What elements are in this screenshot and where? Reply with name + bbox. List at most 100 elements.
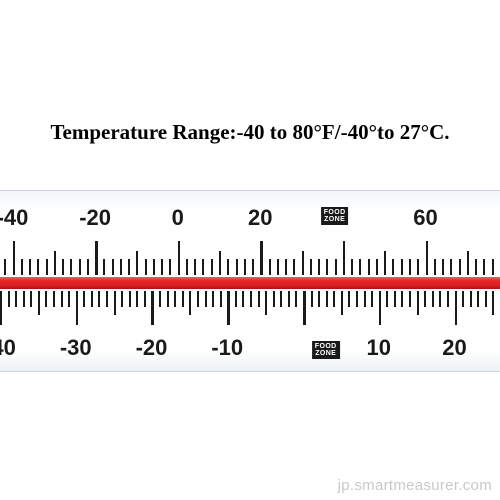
scale-tick <box>368 259 370 275</box>
scale-tick <box>236 259 238 275</box>
scale-tick <box>76 291 79 325</box>
scale-tick <box>70 259 72 275</box>
scale-label: 20 <box>248 205 272 231</box>
food-zone-badge: FOODZONE <box>312 341 340 359</box>
mercury-bar <box>0 277 500 289</box>
scale-tick <box>492 291 494 315</box>
scale-tick <box>106 291 108 307</box>
scale-tick <box>434 259 436 275</box>
scale-tick <box>462 291 464 307</box>
scale-tick <box>145 259 147 275</box>
scale-tick <box>450 259 452 275</box>
scale-tick <box>447 291 449 307</box>
scale-tick <box>280 291 282 307</box>
scale-tick <box>333 291 335 307</box>
scale-tick <box>211 259 213 275</box>
scale-tick <box>244 259 246 275</box>
scale-tick <box>68 291 70 307</box>
scale-tick <box>477 291 479 307</box>
scale-tick <box>242 291 244 307</box>
food-zone-line2: ZONE <box>315 350 337 357</box>
scale-tick <box>178 241 181 275</box>
scale-label: -40 <box>0 205 28 231</box>
scale-tick <box>121 291 123 307</box>
scale-tick <box>15 291 17 307</box>
scale-tick <box>112 259 114 275</box>
scale-tick <box>459 259 461 275</box>
scale-tick <box>120 259 122 275</box>
scale-tick <box>269 259 271 275</box>
scale-label: -40 <box>0 335 16 361</box>
scale-tick <box>341 291 343 315</box>
scale-tick <box>53 291 55 307</box>
watermark-text: jp.smartmeasurer.com <box>338 477 492 494</box>
scale-tick <box>46 259 48 275</box>
scale-tick <box>153 259 155 275</box>
scale-tick <box>161 259 163 275</box>
celsius-scale: -40-30-20-101020FOODZONE <box>0 291 500 357</box>
scale-label: 0 <box>172 205 184 231</box>
scale-tick <box>235 291 237 307</box>
scale-tick <box>144 291 146 307</box>
scale-tick <box>37 259 39 275</box>
scale-tick <box>103 259 105 275</box>
scale-tick <box>95 241 98 275</box>
scale-tick <box>273 291 275 307</box>
scale-tick <box>265 291 267 315</box>
fahrenheit-scale: -40-2002060FOODZONE <box>0 209 500 275</box>
scale-tick <box>30 291 32 307</box>
scale-tick <box>182 291 184 307</box>
scale-tick <box>250 291 252 307</box>
scale-tick <box>136 251 138 275</box>
scale-tick <box>186 259 188 275</box>
scale-tick <box>343 241 346 275</box>
scale-tick <box>359 259 361 275</box>
scale-tick <box>159 291 161 307</box>
scale-tick <box>129 291 131 307</box>
scale-tick <box>62 259 64 275</box>
scale-tick <box>475 259 477 275</box>
scale-tick <box>202 259 204 275</box>
food-zone-badge: FOODZONE <box>321 207 349 225</box>
scale-tick <box>136 291 138 307</box>
scale-tick <box>189 291 191 315</box>
scale-tick <box>167 291 169 307</box>
scale-tick <box>288 291 290 307</box>
scale-tick <box>351 259 353 275</box>
scale-tick <box>492 259 494 275</box>
scale-tick <box>295 291 297 307</box>
scale-tick <box>212 291 214 307</box>
scale-tick <box>205 291 207 307</box>
scale-label: -20 <box>79 205 111 231</box>
scale-tick <box>220 291 222 307</box>
scale-tick <box>439 291 441 307</box>
scale-tick <box>227 259 229 275</box>
scale-tick <box>467 251 469 275</box>
scale-tick <box>379 291 382 325</box>
scale-tick <box>151 291 154 325</box>
scale-label: -30 <box>60 335 92 361</box>
thermometer-body: -40-2002060FOODZONE -40-30-20-101020FOOD… <box>0 190 500 372</box>
scale-tick <box>79 259 81 275</box>
scale-tick <box>128 259 130 275</box>
scale-tick <box>61 291 63 307</box>
scale-tick <box>326 259 328 275</box>
scale-tick <box>91 291 93 307</box>
scale-tick <box>54 251 56 275</box>
scale-tick <box>174 291 176 307</box>
scale-tick <box>13 241 16 275</box>
scale-tick <box>169 259 171 275</box>
scale-tick <box>326 291 328 307</box>
scale-tick <box>293 259 295 275</box>
scale-label: -20 <box>136 335 168 361</box>
scale-tick <box>21 259 23 275</box>
scale-tick <box>285 259 287 275</box>
scale-tick <box>356 291 358 307</box>
scale-tick <box>348 291 350 307</box>
scale-tick <box>219 251 221 275</box>
scale-tick <box>417 291 419 315</box>
scale-tick <box>485 291 487 307</box>
scale-tick <box>394 291 396 307</box>
scale-tick <box>386 291 388 307</box>
scale-tick <box>417 259 419 275</box>
